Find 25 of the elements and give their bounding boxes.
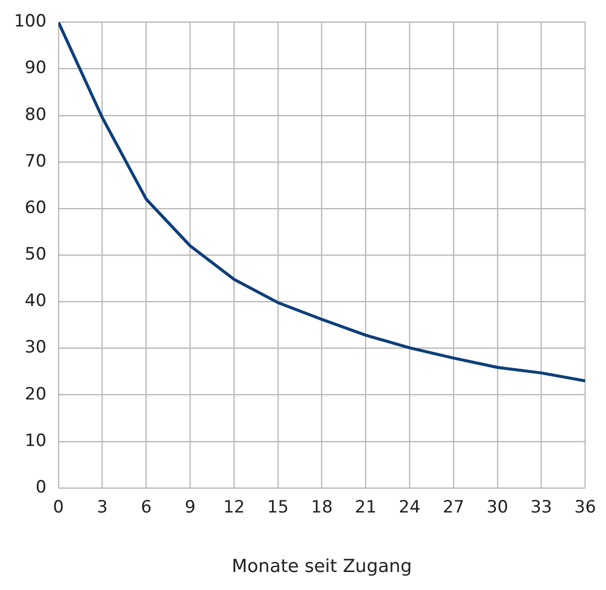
x-tick-label: 24 bbox=[398, 498, 420, 518]
x-tick-label: 9 bbox=[184, 498, 196, 518]
x-tick-label: 33 bbox=[530, 498, 552, 518]
x-tick-label: 15 bbox=[267, 498, 289, 518]
y-tick-label: 10 bbox=[24, 430, 46, 451]
x-tick-label: 30 bbox=[486, 498, 508, 518]
y-tick-label: 80 bbox=[24, 104, 46, 125]
x-tick-label: 21 bbox=[354, 498, 377, 518]
y-tick-label: 100 bbox=[14, 12, 46, 32]
y-tick-label: 20 bbox=[24, 384, 46, 404]
x-tick-label: 3 bbox=[96, 498, 108, 518]
y-tick-label: 40 bbox=[24, 291, 46, 312]
x-tick-label: 18 bbox=[310, 498, 333, 518]
y-tick-label: 60 bbox=[24, 198, 46, 218]
y-tick-label: 70 bbox=[24, 151, 46, 172]
x-tick-label: 36 bbox=[574, 498, 596, 518]
y-tick-label: 30 bbox=[24, 338, 46, 358]
y-tick-label: 90 bbox=[24, 58, 46, 78]
x-tick-label: 0 bbox=[53, 498, 64, 518]
x-tick-label: 12 bbox=[223, 498, 245, 518]
x-tick-label: 27 bbox=[442, 498, 464, 518]
y-tick-label: 50 bbox=[24, 244, 46, 265]
y-tick-label: 0 bbox=[36, 477, 46, 498]
x-tick-label: 6 bbox=[140, 498, 152, 518]
x-axis-title: Monate seit Zugang bbox=[232, 556, 412, 577]
